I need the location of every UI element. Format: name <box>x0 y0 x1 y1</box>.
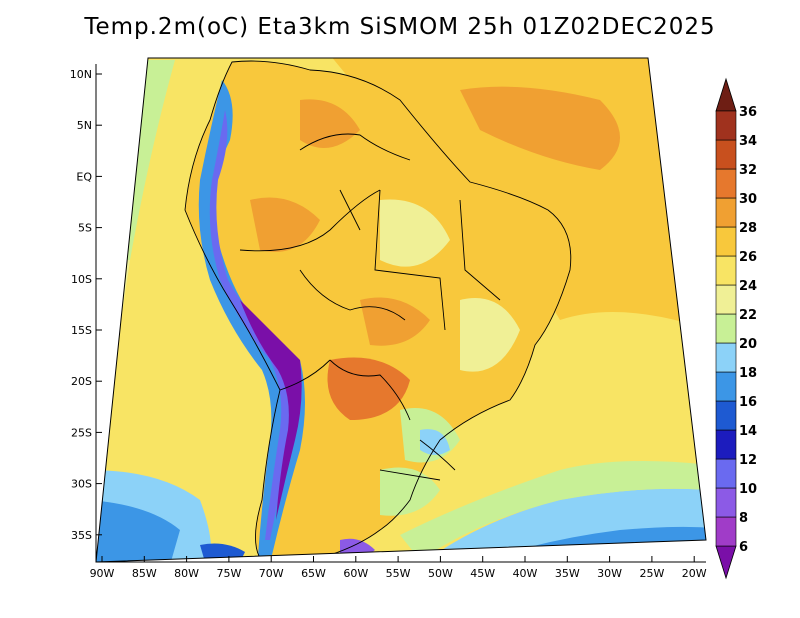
lat-tick-label: 5N <box>77 119 92 132</box>
colorbar-label: 26 <box>739 250 757 265</box>
colorbar-label: 10 <box>739 482 757 497</box>
lat-tick-label: 10N <box>70 68 92 81</box>
colorbar-label: 16 <box>739 395 757 410</box>
lon-tick-label: 20W <box>682 567 707 580</box>
lat-tick-label: 5S <box>78 222 92 235</box>
colorbar-bin <box>715 168 737 199</box>
map-frame <box>95 57 707 563</box>
lat-tick-label: 30S <box>71 478 92 491</box>
colorbar-label: 6 <box>739 540 748 555</box>
colorbar-bin <box>715 429 737 460</box>
colorbar: 6 8 10 12 14 16 18 20 22 24 26 28 30 32 34 36 <box>715 77 757 580</box>
colorbar-bin <box>715 400 737 431</box>
colorbar-label: 32 <box>739 163 757 178</box>
lon-tick-label: 55W <box>386 567 411 580</box>
colorbar-label: 12 <box>739 453 757 468</box>
lat-tick-label: 10S <box>71 273 92 286</box>
colorbar-bin <box>715 284 737 315</box>
colorbar-bin <box>715 255 737 286</box>
lat-tick-label: 25S <box>71 426 92 439</box>
longitude-axis: 90W 85W 80W 75W 70W 65W 60W 55W 50W 45W 40W 35W 30W 2… <box>90 556 707 580</box>
lat-tick-label: 20S <box>71 375 92 388</box>
colorbar-bin <box>715 342 737 373</box>
lon-tick-label: 70W <box>259 567 284 580</box>
colorbar-min-triangle-icon <box>715 545 737 580</box>
lat-tick-label: 15S <box>71 324 92 337</box>
colorbar-label: 18 <box>739 366 757 381</box>
lon-tick-label: 25W <box>639 567 664 580</box>
colorbar-label: 34 <box>739 134 757 149</box>
latitude-axis: 10N 5N EQ 5S 10S 15S 20S 25S 30S 35S <box>70 68 102 542</box>
colorbar-bin <box>715 516 737 547</box>
temperature-field <box>96 58 706 562</box>
colorbar-label: 24 <box>739 279 757 294</box>
colorbar-bin <box>715 226 737 257</box>
lon-tick-label: 65W <box>301 567 326 580</box>
lat-tick-label: 35S <box>71 529 92 542</box>
chart-title: Temp.2m(oC) Eta3km SiSMOM 25h 01Z02DEC20… <box>84 14 716 40</box>
colorbar-max-triangle-icon <box>715 77 737 112</box>
lon-tick-label: 75W <box>216 567 241 580</box>
colorbar-bin <box>715 313 737 344</box>
colorbar-bin <box>715 487 737 518</box>
colorbar-bin <box>715 458 737 489</box>
lon-tick-label: 90W <box>90 567 115 580</box>
colorbar-label: 30 <box>739 192 757 207</box>
colorbar-label: 20 <box>739 337 757 352</box>
lon-tick-label: 50W <box>428 567 453 580</box>
lon-tick-label: 45W <box>470 567 495 580</box>
colorbar-label: 36 <box>739 105 757 120</box>
colorbar-bin <box>715 371 737 402</box>
colorbar-bin <box>715 197 737 228</box>
lon-tick-label: 35W <box>555 567 580 580</box>
colorbar-bin <box>715 110 737 141</box>
lon-tick-label: 85W <box>132 567 157 580</box>
colorbar-label: 14 <box>739 424 757 439</box>
lat-tick-label: EQ <box>76 170 92 183</box>
colorbar-label: 22 <box>739 308 757 323</box>
lon-tick-label: 80W <box>174 567 199 580</box>
lon-tick-label: 40W <box>513 567 538 580</box>
colorbar-label: 8 <box>739 511 748 526</box>
colorbar-label: 28 <box>739 221 757 236</box>
colorbar-bin <box>715 139 737 170</box>
lon-tick-label: 30W <box>597 567 622 580</box>
lon-tick-label: 60W <box>343 567 368 580</box>
